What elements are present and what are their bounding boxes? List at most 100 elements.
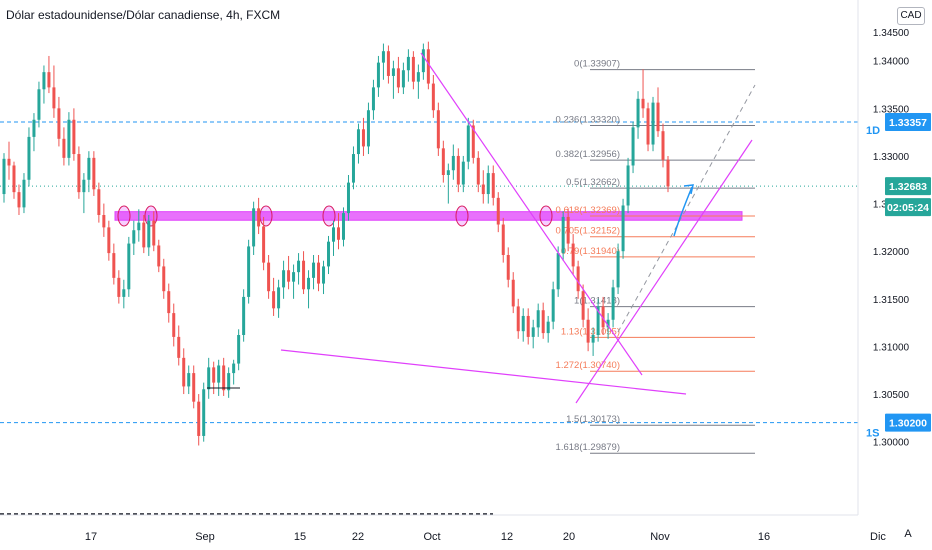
candle-body xyxy=(297,260,301,273)
candle-body xyxy=(621,205,625,252)
price-tick-label: 1.33500 xyxy=(873,104,910,115)
candle-body xyxy=(481,184,485,195)
rising-trendline xyxy=(575,139,753,404)
candle-body xyxy=(232,363,236,374)
candle-body xyxy=(327,241,331,267)
candle-body xyxy=(401,70,405,88)
bullish-arrow xyxy=(673,186,693,237)
candle-body xyxy=(386,51,390,76)
candle-body xyxy=(307,277,311,290)
lower-trendline xyxy=(280,349,687,395)
fib-level-label: 0.236(1.33320) xyxy=(556,114,620,125)
time-tick-label: Sep xyxy=(195,531,215,543)
candle-body xyxy=(157,245,161,267)
candle-body xyxy=(586,319,590,343)
candle-body xyxy=(287,270,291,282)
candle-body xyxy=(197,401,201,436)
candle-body xyxy=(332,227,336,242)
candle-body xyxy=(32,119,36,137)
time-tick-label: 17 xyxy=(85,531,97,543)
candle-body xyxy=(102,215,106,228)
fibonacci-retracement: 0(1.33907) 0.236(1.33320) 0.382(1.32956) 0.… xyxy=(556,59,755,454)
candle-body xyxy=(486,173,490,195)
candle-body xyxy=(651,102,655,145)
auto-scale-button[interactable]: A xyxy=(904,528,912,540)
time-tick-label: 22 xyxy=(352,531,364,543)
horizontal-levels xyxy=(0,121,858,515)
candle-body xyxy=(456,155,460,185)
candle-body xyxy=(132,230,136,244)
candle-body xyxy=(87,157,91,180)
candle-body xyxy=(67,119,71,158)
candle-body xyxy=(566,216,570,244)
candle-body xyxy=(52,87,56,109)
candle-body xyxy=(272,291,276,309)
candle-body xyxy=(202,389,206,436)
candle-body xyxy=(421,49,425,73)
candle-body xyxy=(536,310,540,328)
fib-level-label: 0.79(1.31940) xyxy=(561,246,620,257)
fib-level-label: 1.618(1.29879) xyxy=(556,442,620,453)
candle-body xyxy=(107,227,111,254)
candle-body xyxy=(396,68,400,88)
candle-body xyxy=(212,367,216,383)
candle-body xyxy=(7,158,11,166)
candle-body xyxy=(217,365,221,383)
candle-body xyxy=(376,62,380,88)
candle-body xyxy=(127,243,131,290)
candle-body xyxy=(441,148,445,175)
price-tick-label: 1.32000 xyxy=(873,247,910,258)
candle-body xyxy=(371,87,375,111)
touch-circle xyxy=(455,205,469,227)
candle-body xyxy=(561,216,565,254)
fib-level-label: 1.5(1.30173) xyxy=(566,414,620,425)
candle-body xyxy=(616,251,620,288)
candle-body xyxy=(57,108,61,139)
candle-body xyxy=(137,222,141,231)
candle-body xyxy=(267,262,271,292)
candle-body xyxy=(466,125,470,162)
candle-body xyxy=(72,119,76,155)
price-tag-level-1s-bg xyxy=(885,413,931,432)
candle-body xyxy=(317,262,321,284)
timeframe-tag: 1S xyxy=(866,428,879,440)
candle-body xyxy=(62,138,66,158)
candle-body xyxy=(636,98,640,128)
candle-body xyxy=(571,243,575,267)
candle-body xyxy=(77,154,81,193)
trendline-drawings xyxy=(207,52,756,404)
fib-level-label: 0.5(1.32662) xyxy=(566,177,620,188)
fib-level-label: 0.705(1.32152) xyxy=(556,226,620,237)
candle-body xyxy=(237,335,241,364)
candle-body xyxy=(661,131,665,160)
currency-button[interactable]: CAD xyxy=(897,7,925,25)
candle-body xyxy=(596,306,600,335)
price-tag-last: 1.32683 xyxy=(889,181,927,193)
candle-body xyxy=(576,266,580,292)
candle-body xyxy=(302,260,306,290)
price-tick-label: 1.31000 xyxy=(873,342,910,353)
candle-body xyxy=(391,68,395,76)
candle-body xyxy=(27,136,31,180)
candle-body xyxy=(167,291,171,314)
candle-body xyxy=(496,197,500,225)
touch-circle xyxy=(117,205,131,227)
countdown-tag: 02:05:24 xyxy=(887,202,929,214)
candle-body xyxy=(322,266,326,284)
arrow-head xyxy=(683,184,694,195)
candle-body xyxy=(277,287,281,309)
price-tags: 1D 1S 1.33357 1.32683 02:05:24 1.30200 xyxy=(866,112,931,440)
candle-body xyxy=(37,89,41,120)
candle-body xyxy=(117,277,121,297)
support-zone xyxy=(114,205,743,227)
candle-body xyxy=(461,161,465,185)
time-tick-label: 12 xyxy=(501,531,513,543)
fib-level-label: 1.13(1.31095) xyxy=(561,326,620,337)
candle-body xyxy=(222,365,226,391)
candle-body xyxy=(227,373,231,391)
touch-circle xyxy=(539,205,553,227)
candle-body xyxy=(606,319,610,328)
candle-body xyxy=(476,157,480,185)
candle-body xyxy=(416,72,420,82)
